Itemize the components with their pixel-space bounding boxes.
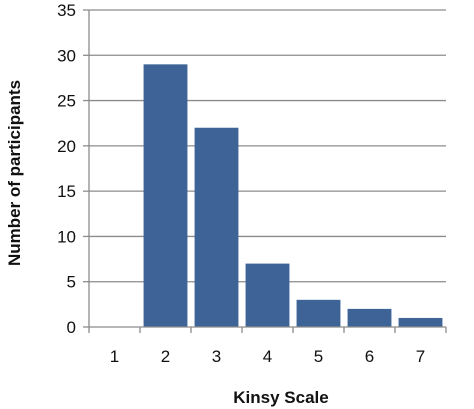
bar-7 xyxy=(398,317,443,327)
bar-4 xyxy=(245,263,290,327)
bar-5 xyxy=(296,299,341,327)
x-tick-label: 6 xyxy=(365,347,374,366)
y-tick-label: 20 xyxy=(57,137,76,156)
x-tick-labels: 1 2 3 4 5 6 7 xyxy=(110,347,425,366)
x-tick-label: 1 xyxy=(110,347,119,366)
x-tick-label: 3 xyxy=(212,347,221,366)
bar-2 xyxy=(143,64,188,327)
y-tick-label: 30 xyxy=(57,46,76,65)
gridlines xyxy=(89,9,446,283)
x-tick-label: 7 xyxy=(416,347,425,366)
axes xyxy=(83,9,447,333)
y-tick-label: 5 xyxy=(67,273,76,292)
y-tick-label: 15 xyxy=(57,182,76,201)
bars xyxy=(143,64,443,327)
y-tick-label: 25 xyxy=(57,92,76,111)
x-tick-label: 2 xyxy=(161,347,170,366)
y-tick-label: 10 xyxy=(57,227,76,246)
bar-3 xyxy=(194,127,239,327)
y-axis-title: Number of participants xyxy=(5,80,24,266)
x-axis-title: Kinsy Scale xyxy=(233,388,328,407)
x-tick-label: 4 xyxy=(263,347,272,366)
y-tick-label: 35 xyxy=(57,1,76,20)
y-tick-labels: 0 5 10 15 20 25 30 35 xyxy=(57,1,76,337)
bar-6 xyxy=(347,308,392,327)
y-tick-label: 0 xyxy=(67,318,76,337)
x-tick-label: 5 xyxy=(314,347,323,366)
